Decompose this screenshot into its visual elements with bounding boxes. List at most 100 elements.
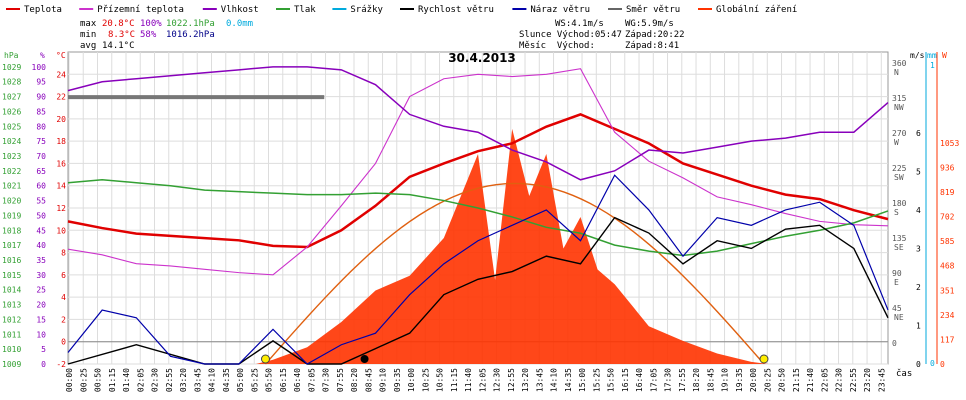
time-tick-label: 07:55 — [336, 368, 345, 392]
ws-value: WS:4.1m/s — [555, 19, 604, 29]
wind-speed-tick-label: 5 — [916, 167, 921, 176]
legend-label: Teplota — [24, 5, 62, 15]
radiation-tick-label: 936 — [940, 163, 955, 172]
time-tick-label: 01:40 — [122, 368, 131, 392]
stat-min-label: min — [80, 30, 96, 40]
percent-tick-label: 15 — [36, 315, 46, 324]
hpa-tick-label: 1015 — [2, 271, 21, 280]
time-tick-label: 20:50 — [778, 368, 787, 392]
radiation-tick-label: 351 — [940, 286, 955, 295]
time-tick-label: 16:40 — [635, 368, 644, 392]
legend-label: Srážky — [350, 5, 383, 15]
wind-dir-tick-name: SW — [894, 173, 904, 182]
legend-label: Směr větru — [626, 5, 680, 15]
rain-axis-bottom: 0 — [930, 359, 935, 368]
radiation-tick-label: 234 — [940, 311, 955, 320]
percent-tick-label: 95 — [36, 78, 46, 87]
hpa-tick-label: 1023 — [2, 152, 21, 161]
wind-dir-tick-name: N — [894, 68, 899, 77]
time-tick-label: 05:25 — [250, 368, 259, 392]
percent-tick-label: 60 — [36, 182, 46, 191]
time-tick-label: 15:00 — [578, 368, 587, 392]
time-tick-label: 13:45 — [535, 368, 544, 392]
radiation-tick-label: 819 — [940, 188, 955, 197]
time-axis-label: čas — [896, 368, 912, 379]
time-tick-label: 21:15 — [792, 368, 801, 392]
hpa-tick-label: 1017 — [2, 241, 21, 250]
celsius-tick-label: 16 — [56, 159, 66, 168]
time-tick-label: 03:20 — [179, 368, 188, 392]
hpa-tick-label: 1025 — [2, 122, 21, 131]
humidity-line — [67, 66, 889, 181]
stat-max-label: max — [80, 19, 97, 29]
radiation-tick-label: 585 — [940, 237, 955, 246]
time-tick-label: 11:40 — [464, 368, 473, 392]
percent-tick-label: 0 — [41, 360, 46, 369]
time-tick-label: 00:50 — [94, 368, 103, 392]
stat-max-press: 1022.1hPa — [166, 19, 215, 29]
hpa-tick-label: 1016 — [2, 256, 21, 265]
legend-label: Globální záření — [716, 5, 797, 15]
time-tick-label: 03:45 — [193, 368, 202, 392]
stat-min-press: 1016.2hPa — [166, 30, 215, 40]
percent-tick-label: 40 — [36, 241, 46, 250]
moon-rise: Měsíc Východ: — [519, 41, 595, 51]
hpa-tick-label: 1020 — [2, 197, 21, 206]
percent-tick-label: 90 — [36, 93, 46, 102]
radiation-tick-label: 117 — [940, 335, 955, 344]
sun-wind-info: WS:4.1m/s WG:5.9m/s Slunce Východ:05:47 … — [519, 19, 685, 51]
wind-dir-tick-name: NE — [894, 313, 904, 322]
time-tick-label: 10:50 — [436, 368, 445, 392]
time-tick-label: 15:25 — [592, 368, 601, 392]
time-tick-label: 12:05 — [478, 368, 487, 392]
time-tick-label: 16:15 — [621, 368, 630, 392]
time-tick-label: 17:05 — [649, 368, 658, 392]
time-tick-label: 07:30 — [322, 368, 331, 392]
celsius-tick-label: 22 — [56, 93, 66, 102]
hpa-tick-label: 1022 — [2, 167, 21, 176]
celsius-tick-label: 8 — [61, 249, 66, 258]
percent-tick-label: 5 — [41, 345, 46, 354]
time-tick-label: 19:10 — [721, 368, 730, 392]
radiation-area — [255, 128, 769, 364]
moon-marker — [360, 355, 369, 363]
time-tick-label: 06:40 — [293, 368, 302, 392]
percent-tick-label: 25 — [36, 286, 46, 295]
wind-dir-tick-value: 135 — [892, 234, 907, 243]
hpa-tick-label: 1009 — [2, 360, 21, 369]
celsius-tick-label: 12 — [56, 204, 66, 213]
wind-dir-tick-value: 90 — [892, 269, 902, 278]
time-tick-label: 11:15 — [450, 368, 459, 392]
time-tick-label: 08:20 — [350, 368, 359, 392]
wind-speed-tick-label: 2 — [916, 283, 921, 292]
radiation-tick-label: 0 — [940, 360, 945, 369]
celsius-tick-label: 14 — [56, 182, 66, 191]
wind-axis-label: m/s — [910, 51, 925, 60]
wg-value: WG:5.9m/s — [625, 19, 674, 29]
hpa-tick-label: 1026 — [2, 107, 21, 116]
percent-tick-label: 35 — [36, 256, 46, 265]
time-tick-label: 04:10 — [208, 368, 217, 392]
stat-min-temp: 8.3°C — [108, 30, 135, 40]
wind-dir-tick-name: SE — [894, 243, 904, 252]
time-tick-label: 00:25 — [79, 368, 88, 392]
wind-dir-tick-value: 45 — [892, 304, 902, 313]
legend-label: Přízemní teplota — [97, 5, 184, 15]
wind-dir-tick-name: NW — [894, 103, 904, 112]
hpa-tick-label: 1024 — [2, 137, 21, 146]
hpa-tick-label: 1011 — [2, 330, 21, 339]
wind-dir-tick-value: 315 — [892, 94, 907, 103]
percent-tick-label: 55 — [36, 197, 46, 206]
time-tick-label: 22:30 — [835, 368, 844, 392]
time-tick-label: 20:25 — [763, 368, 772, 392]
time-tick-label: 12:55 — [507, 368, 516, 392]
time-tick-label: 17:30 — [664, 368, 673, 392]
wind-speed-tick-label: 1 — [916, 321, 921, 330]
time-tick-label: 22:55 — [849, 368, 858, 392]
hpa-axis-label: hPa — [4, 51, 19, 60]
wind-dir-tick-name: W — [894, 138, 899, 147]
wind-dir-tick-name: E — [894, 278, 899, 287]
percent-tick-label: 85 — [36, 107, 46, 116]
time-tick-label: 13:20 — [521, 368, 530, 392]
